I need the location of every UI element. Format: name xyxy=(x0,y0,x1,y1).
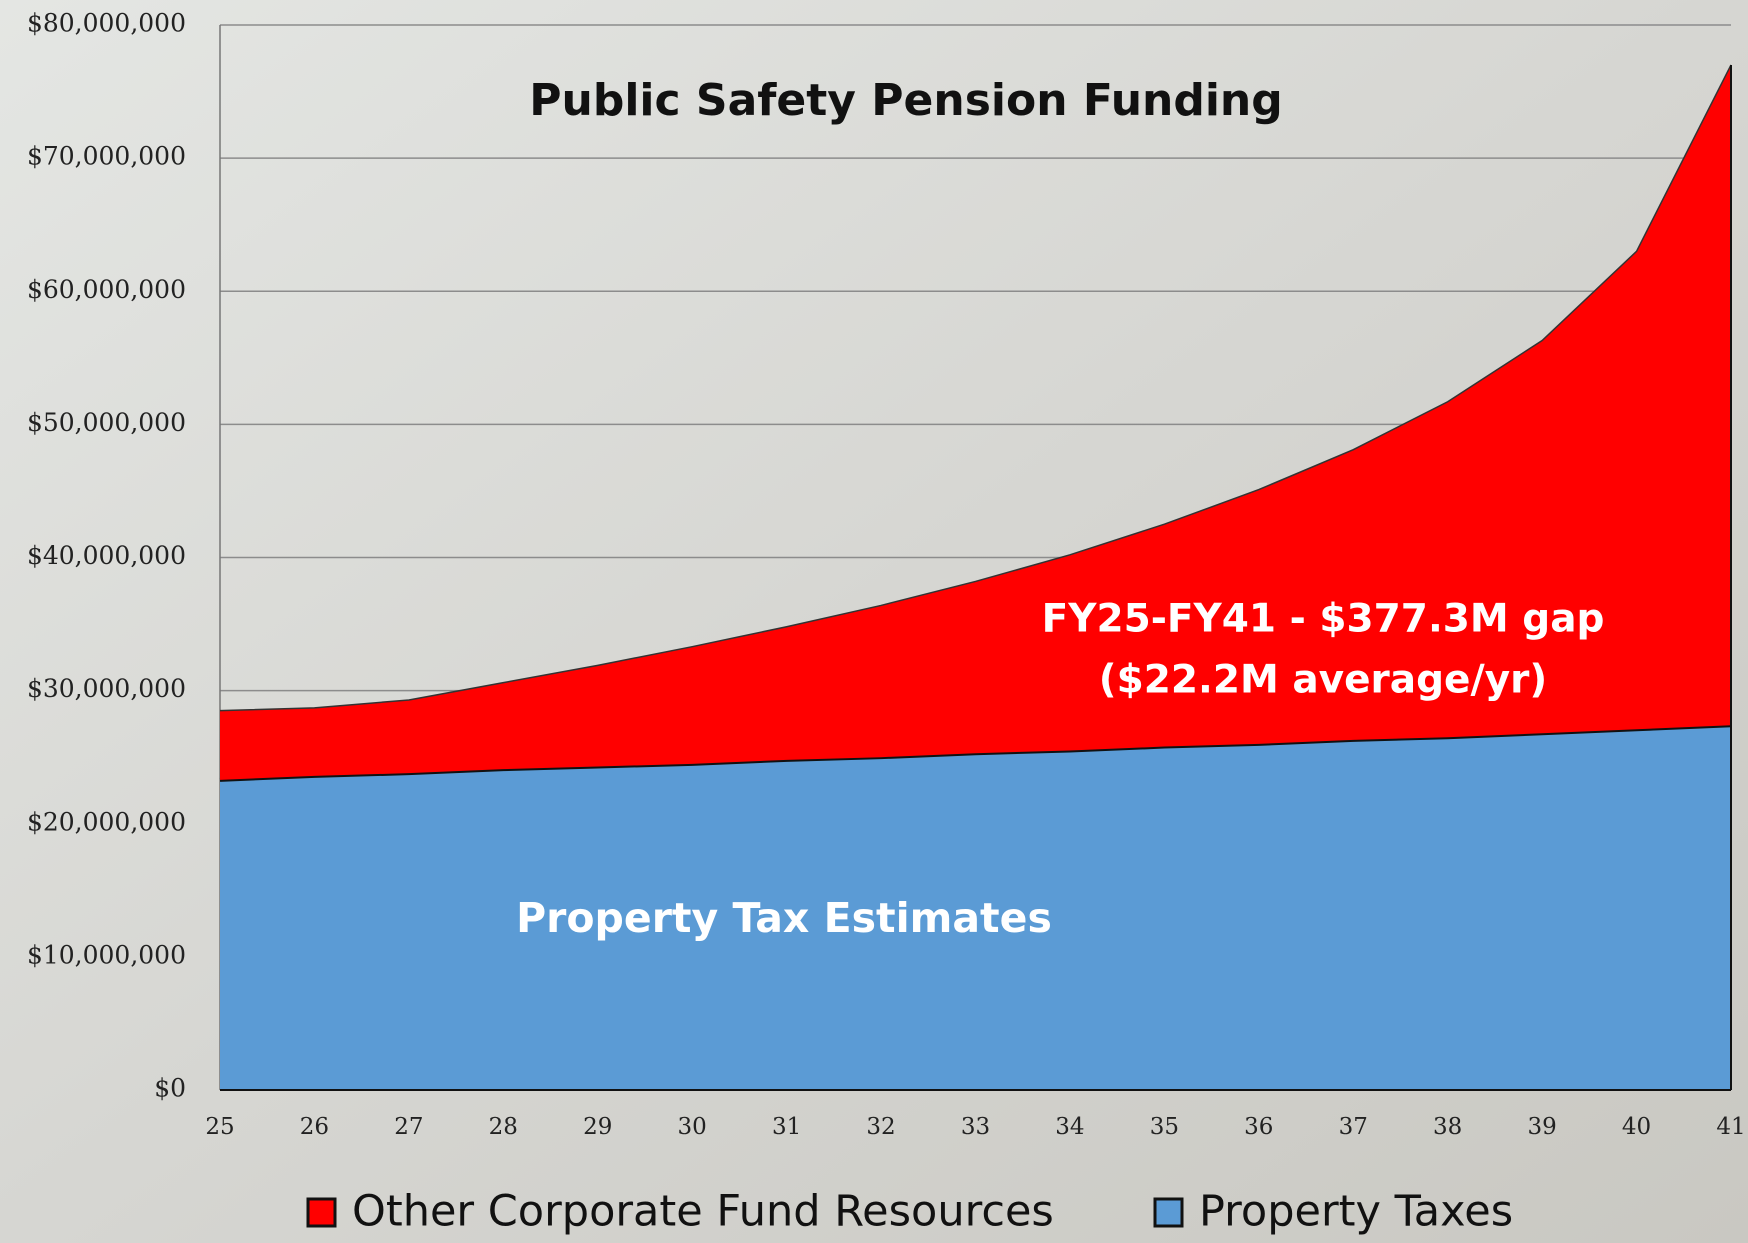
x-tick-label: 31 xyxy=(772,1114,801,1140)
x-tick-label: 40 xyxy=(1622,1114,1651,1140)
y-tick-label: $0 xyxy=(154,1074,186,1103)
y-tick-label: $10,000,000 xyxy=(27,940,186,969)
x-tick-label: 41 xyxy=(1716,1114,1745,1140)
y-tick-label: $40,000,000 xyxy=(27,541,186,570)
x-tick-label: 38 xyxy=(1433,1114,1462,1140)
y-tick-label: $70,000,000 xyxy=(27,142,186,171)
x-tick-label: 27 xyxy=(394,1114,423,1140)
x-tick-label: 26 xyxy=(300,1114,329,1140)
x-tick-label: 28 xyxy=(489,1114,518,1140)
y-tick-label: $50,000,000 xyxy=(27,408,186,437)
legend-swatch xyxy=(308,1199,335,1226)
chart: $0 $10,000,000 $20,000,000 $30,000,000 $40,0… xyxy=(0,0,1748,1243)
x-tick-label: 37 xyxy=(1339,1114,1368,1140)
x-tick-label: 32 xyxy=(866,1114,895,1140)
x-tick-label: 33 xyxy=(961,1114,990,1140)
x-tick-label: 29 xyxy=(583,1114,612,1140)
x-tick-label: 30 xyxy=(678,1114,707,1140)
y-tick-label: $80,000,000 xyxy=(27,9,186,38)
x-tick-label: 25 xyxy=(205,1114,234,1140)
x-tick-label: 35 xyxy=(1150,1114,1179,1140)
y-tick-label: $30,000,000 xyxy=(27,674,186,703)
legend-swatch xyxy=(1155,1199,1182,1226)
annotation: ($22.2M average/yr) xyxy=(1099,658,1547,703)
annotation: Property Tax Estimates xyxy=(516,894,1052,942)
annotation: FY25-FY41 - $377.3M gap xyxy=(1042,597,1605,642)
x-tick-label: 36 xyxy=(1244,1114,1273,1140)
y-tick-label: $60,000,000 xyxy=(27,275,186,304)
chart-title: Public Safety Pension Funding xyxy=(529,75,1283,126)
x-tick-label: 34 xyxy=(1055,1114,1084,1140)
legend-label: Property Taxes xyxy=(1199,1187,1513,1237)
x-tick-label: 39 xyxy=(1527,1114,1556,1140)
legend-label: Other Corporate Fund Resources xyxy=(352,1187,1054,1237)
y-tick-label: $20,000,000 xyxy=(27,807,186,836)
